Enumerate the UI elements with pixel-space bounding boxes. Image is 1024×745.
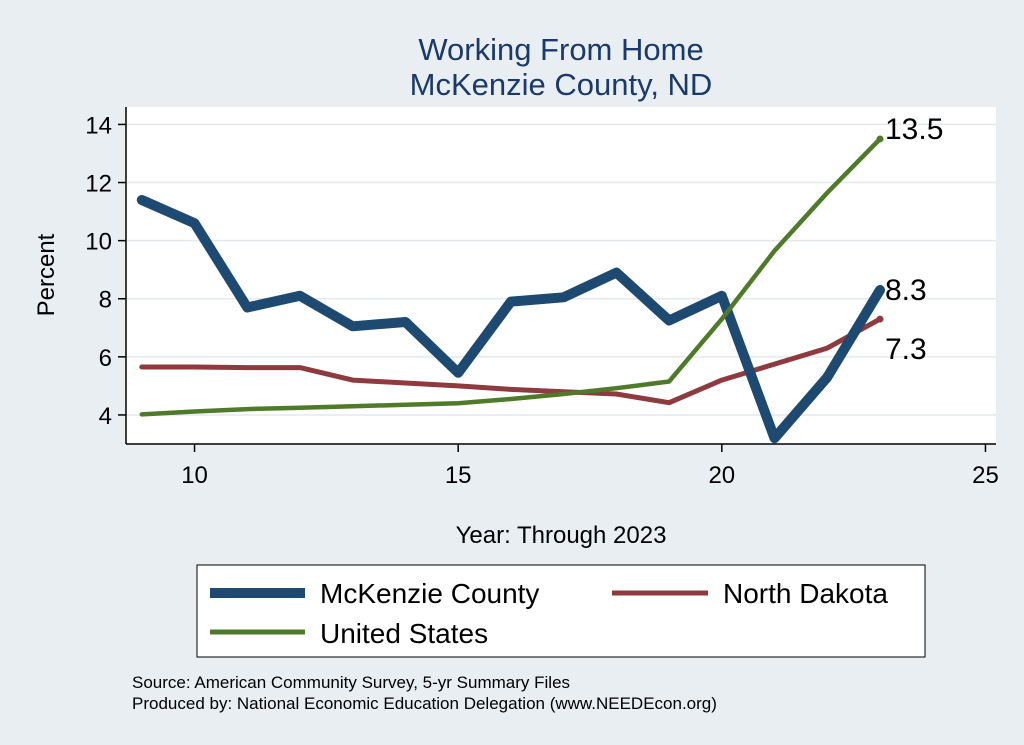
y-axis-ticks: 4 6 8 10 12 14 <box>85 112 126 430</box>
series-line-united-states <box>139 136 883 417</box>
end-point <box>876 135 884 143</box>
y-tick-label: 10 <box>85 229 112 256</box>
end-point <box>876 315 884 323</box>
legend-label-mckenzie: McKenzie County <box>320 578 539 609</box>
end-value-label: 7.3 <box>885 333 927 366</box>
y-tick-label: 4 <box>99 403 112 430</box>
end-point <box>876 286 884 294</box>
x-tick-label: 25 <box>972 462 999 489</box>
series-lines <box>136 136 885 444</box>
produced-by-note: Produced by: National Economic Education… <box>132 694 717 713</box>
x-tick-label: 15 <box>445 462 472 489</box>
end-value-label: 8.3 <box>885 274 927 307</box>
chart-subtitle: McKenzie County, ND <box>410 67 713 102</box>
legend-label-north-dakota: North Dakota <box>723 578 888 609</box>
y-tick-label: 14 <box>85 112 112 139</box>
source-note: Source: American Community Survey, 5-yr … <box>132 673 570 692</box>
series-line-mckenzie-county <box>136 195 885 444</box>
x-tick-label: 20 <box>708 462 735 489</box>
series-line-north-dakota <box>139 316 883 406</box>
x-tick-label: 10 <box>181 462 208 489</box>
legend-box <box>196 564 926 658</box>
end-labels: 8.3 7.3 13.5 <box>876 113 943 366</box>
y-tick-label: 6 <box>99 345 112 372</box>
plot-area <box>126 107 996 444</box>
y-tick-label: 12 <box>85 171 112 198</box>
chart-title: Working From Home <box>418 32 703 67</box>
x-axis-label: Year: Through 2023 <box>456 522 667 549</box>
legend-label-united-states: United States <box>320 618 488 649</box>
x-axis-ticks: 10 15 20 25 <box>181 444 999 489</box>
legend: McKenzie County North Dakota United Stat… <box>196 564 926 658</box>
y-tick-label: 8 <box>99 287 112 314</box>
y-axis-label: Percent <box>33 233 60 316</box>
end-value-label: 13.5 <box>885 113 943 146</box>
